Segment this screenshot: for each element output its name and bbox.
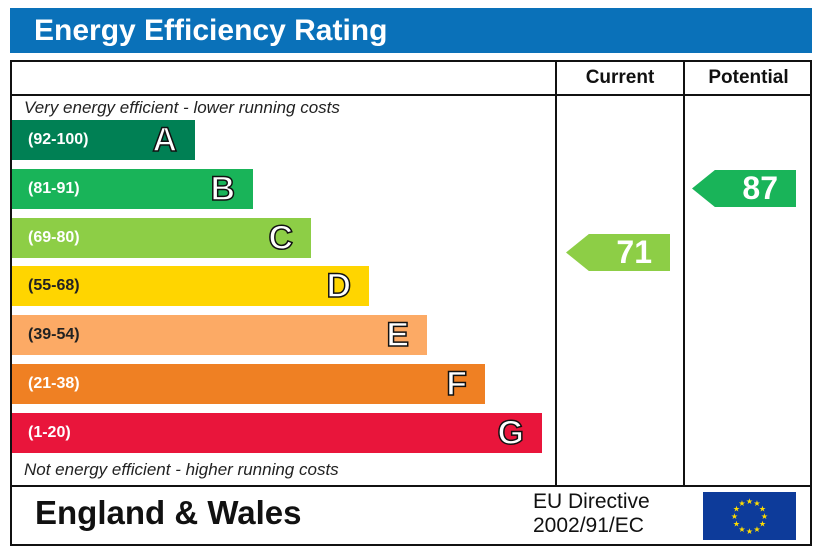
star-icon: ★ (753, 499, 760, 508)
directive-line1: EU Directive (533, 490, 650, 513)
band-b: (81-91) B (12, 169, 253, 209)
band-a: (92-100) A (12, 120, 195, 160)
band-c: (69-80) C (12, 218, 311, 258)
band-range: (1-20) (28, 424, 71, 441)
star-icon: ★ (759, 505, 766, 514)
star-icon: ★ (731, 512, 738, 521)
band-range: (55-68) (28, 277, 80, 294)
star-icon: ★ (759, 520, 766, 529)
band-range: (21-38) (28, 375, 80, 392)
band-letter: E (386, 315, 410, 355)
band-letter: B (210, 169, 236, 209)
band-f: (21-38) F (12, 364, 485, 404)
band-range: (92-100) (28, 131, 89, 148)
band-range: (69-80) (28, 229, 80, 246)
column-divider (683, 60, 685, 486)
star-icon: ★ (733, 520, 740, 529)
star-icon: ★ (746, 527, 753, 536)
column-divider (555, 60, 557, 486)
bottom-note: Not energy efficient - higher running co… (24, 460, 339, 479)
rating-table (10, 60, 812, 546)
band-range: (39-54) (28, 326, 80, 343)
star-icon: ★ (746, 497, 753, 506)
band-range: (81-91) (28, 180, 80, 197)
band-letter: D (326, 266, 352, 306)
directive-line2: 2002/91/EC (533, 514, 644, 537)
current-header: Current (585, 67, 655, 88)
band-letter: G (497, 413, 525, 453)
star-icon: ★ (753, 525, 760, 534)
eu-flag-icon: ★★★★★★★★★ ★ ★★ (703, 492, 796, 540)
band-e: (39-54) E (12, 315, 427, 355)
header-divider (10, 94, 812, 96)
star-icon: ★ (738, 499, 745, 508)
band-letter: F (445, 364, 467, 404)
top-note: Very energy efficient - lower running co… (24, 98, 340, 117)
band-g: (1-20) G (12, 413, 542, 453)
current-rating-arrow: 71 (566, 234, 670, 271)
potential-header: Potential (708, 67, 789, 88)
star-icon: ★ (738, 525, 745, 534)
band-d: (55-68) D (12, 266, 369, 306)
region-label: England & Wales (35, 494, 302, 531)
band-letter: A (152, 120, 178, 160)
footer-divider (10, 485, 812, 487)
star-icon: ★ (761, 512, 768, 521)
chart-title: Energy Efficiency Rating (10, 8, 812, 53)
band-letter: C (268, 218, 294, 258)
star-icon: ★ (733, 505, 740, 514)
potential-rating-arrow: 87 (692, 170, 796, 207)
